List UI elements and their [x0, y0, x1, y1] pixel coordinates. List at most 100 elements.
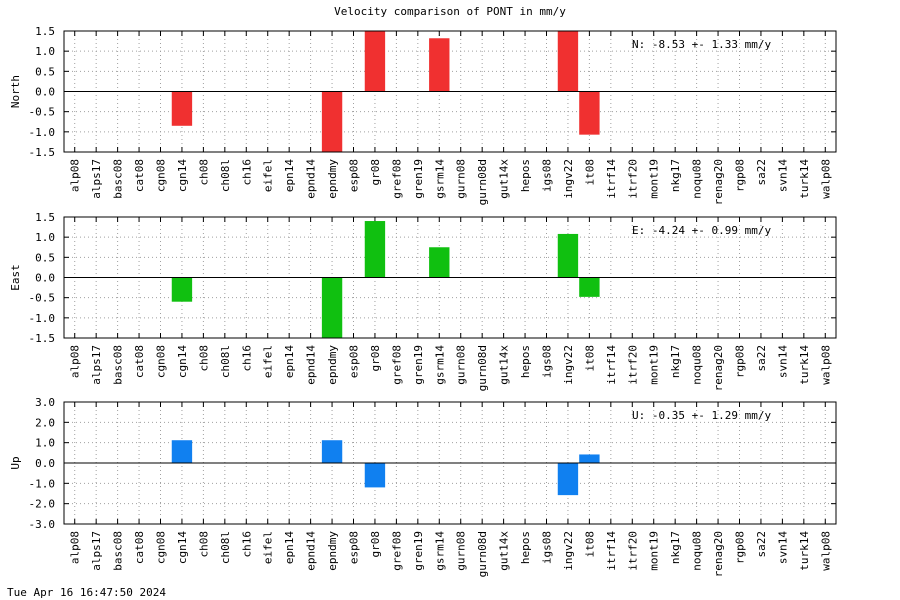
x-tick-label: gref08 — [390, 345, 403, 385]
x-tick-label: itrf14 — [605, 345, 618, 385]
x-tick-label: ingv22 — [562, 345, 575, 385]
x-tick-label: gurn08d — [476, 159, 489, 205]
x-tick-label: noqu08 — [691, 345, 704, 385]
x-tick-label: renag20 — [712, 159, 725, 205]
timestamp: Tue Apr 16 16:47:50 2024 — [7, 586, 166, 599]
bar-gr08 — [364, 31, 386, 92]
x-tick-label: gsrm14 — [433, 345, 446, 385]
x-tick-label: gurn08d — [476, 531, 489, 577]
bar-it08 — [579, 454, 600, 463]
x-tick-label: noqu08 — [691, 159, 704, 199]
x-tick-label: cgn14 — [176, 159, 189, 192]
x-tick-label: walp08 — [819, 345, 832, 385]
bar-epndmy — [321, 277, 343, 338]
x-tick-label: hepos — [519, 159, 532, 192]
x-tick-label: gut14x — [498, 531, 511, 571]
x-tick-label: epn14 — [283, 531, 296, 564]
x-tick-label: esp08 — [348, 345, 361, 378]
x-tick-label: epndmy — [326, 345, 339, 385]
x-tick-label: gut14x — [498, 345, 511, 385]
y-tick-label: 0.5 — [35, 251, 55, 264]
y-tick-label: 1.5 — [35, 211, 55, 224]
x-tick-label: alp08 — [69, 159, 82, 192]
x-tick-label: gurn08 — [455, 531, 468, 571]
x-tick-label: hepos — [519, 345, 532, 378]
x-tick-label: svn14 — [776, 345, 789, 378]
x-tick-label: igs08 — [541, 159, 554, 192]
x-tick-label: turk14 — [798, 531, 811, 571]
x-tick-label: epn14 — [283, 345, 296, 378]
x-tick-label: cat08 — [133, 345, 146, 378]
bar-epndmy — [321, 440, 343, 463]
x-tick-label: mont19 — [648, 531, 661, 571]
y-tick-label: -1.0 — [29, 477, 56, 490]
x-tick-label: cgn08 — [155, 345, 168, 378]
x-tick-label: basc08 — [112, 531, 125, 571]
x-tick-label: itrf14 — [605, 531, 618, 571]
x-tick-label: epndmy — [326, 159, 339, 199]
bar-ingv22 — [557, 31, 579, 92]
x-tick-label: rgp08 — [734, 159, 747, 192]
x-tick-label: nkg17 — [669, 531, 682, 564]
x-tick-label: mont19 — [648, 159, 661, 199]
x-tick-label: gsrm14 — [433, 531, 446, 571]
x-tick-label: epn14 — [283, 159, 296, 192]
x-tick-label: walp08 — [819, 531, 832, 571]
velocity-annotation: E: -4.24 +- 0.99 mm/y — [632, 224, 771, 237]
bar-gsrm14 — [429, 247, 450, 278]
x-tick-label: it08 — [583, 531, 596, 558]
y-axis-label: East — [9, 264, 22, 291]
velocity-annotation: U: -0.35 +- 1.29 mm/y — [632, 409, 771, 422]
y-tick-label: 0.0 — [35, 457, 55, 470]
x-tick-label: basc08 — [112, 159, 125, 199]
x-tick-label: turk14 — [798, 159, 811, 199]
plot-frame — [63, 30, 837, 153]
x-tick-label: sa22 — [755, 345, 768, 372]
x-tick-label: ch08l — [219, 159, 232, 192]
x-tick-label: basc08 — [112, 345, 125, 385]
x-tick-label: ch08 — [197, 531, 210, 558]
y-tick-label: 1.0 — [35, 231, 55, 244]
x-tick-label: gren19 — [412, 531, 425, 571]
x-tick-label: gsrm14 — [433, 159, 446, 199]
y-tick-label: 1.5 — [35, 25, 55, 38]
x-tick-label: ch16 — [240, 345, 253, 372]
x-tick-label: gr08 — [369, 531, 382, 558]
x-tick-label: eifel — [262, 345, 275, 378]
y-tick-label: -2.0 — [29, 498, 56, 511]
y-tick-label: -0.5 — [29, 106, 56, 119]
x-tick-label: esp08 — [348, 531, 361, 564]
x-tick-label: ch16 — [240, 159, 253, 186]
x-tick-label: hepos — [519, 531, 532, 564]
x-tick-label: svn14 — [776, 531, 789, 564]
x-tick-label: nkg17 — [669, 345, 682, 378]
x-tick-label: renag20 — [712, 531, 725, 577]
bar-gsrm14 — [429, 38, 450, 92]
y-tick-label: 0.5 — [35, 65, 55, 78]
x-tick-label: ingv22 — [562, 159, 575, 199]
bar-gr08 — [364, 463, 386, 488]
y-tick-label: 1.0 — [35, 45, 55, 58]
y-tick-label: 1.0 — [35, 437, 55, 450]
x-tick-label: epndmy — [326, 531, 339, 571]
bar-ingv22 — [557, 463, 579, 496]
x-tick-label: nkg17 — [669, 159, 682, 192]
y-tick-label: 0.0 — [35, 272, 55, 285]
x-tick-label: itrf14 — [605, 159, 618, 199]
y-tick-label: -1.5 — [29, 332, 56, 345]
y-axis-label: Up — [9, 456, 22, 469]
x-tick-label: esp08 — [348, 159, 361, 192]
x-tick-label: ch08 — [197, 159, 210, 186]
x-tick-label: rgp08 — [734, 531, 747, 564]
x-tick-label: gref08 — [390, 531, 403, 571]
x-tick-label: cgn08 — [155, 531, 168, 564]
x-tick-label: cat08 — [133, 531, 146, 564]
x-tick-label: eifel — [262, 159, 275, 192]
x-tick-label: mont19 — [648, 345, 661, 385]
y-tick-label: 0.0 — [35, 86, 55, 99]
x-tick-label: it08 — [583, 345, 596, 372]
x-tick-label: igs08 — [541, 345, 554, 378]
x-tick-label: epnd14 — [305, 531, 318, 571]
y-tick-label: 3.0 — [35, 396, 55, 409]
